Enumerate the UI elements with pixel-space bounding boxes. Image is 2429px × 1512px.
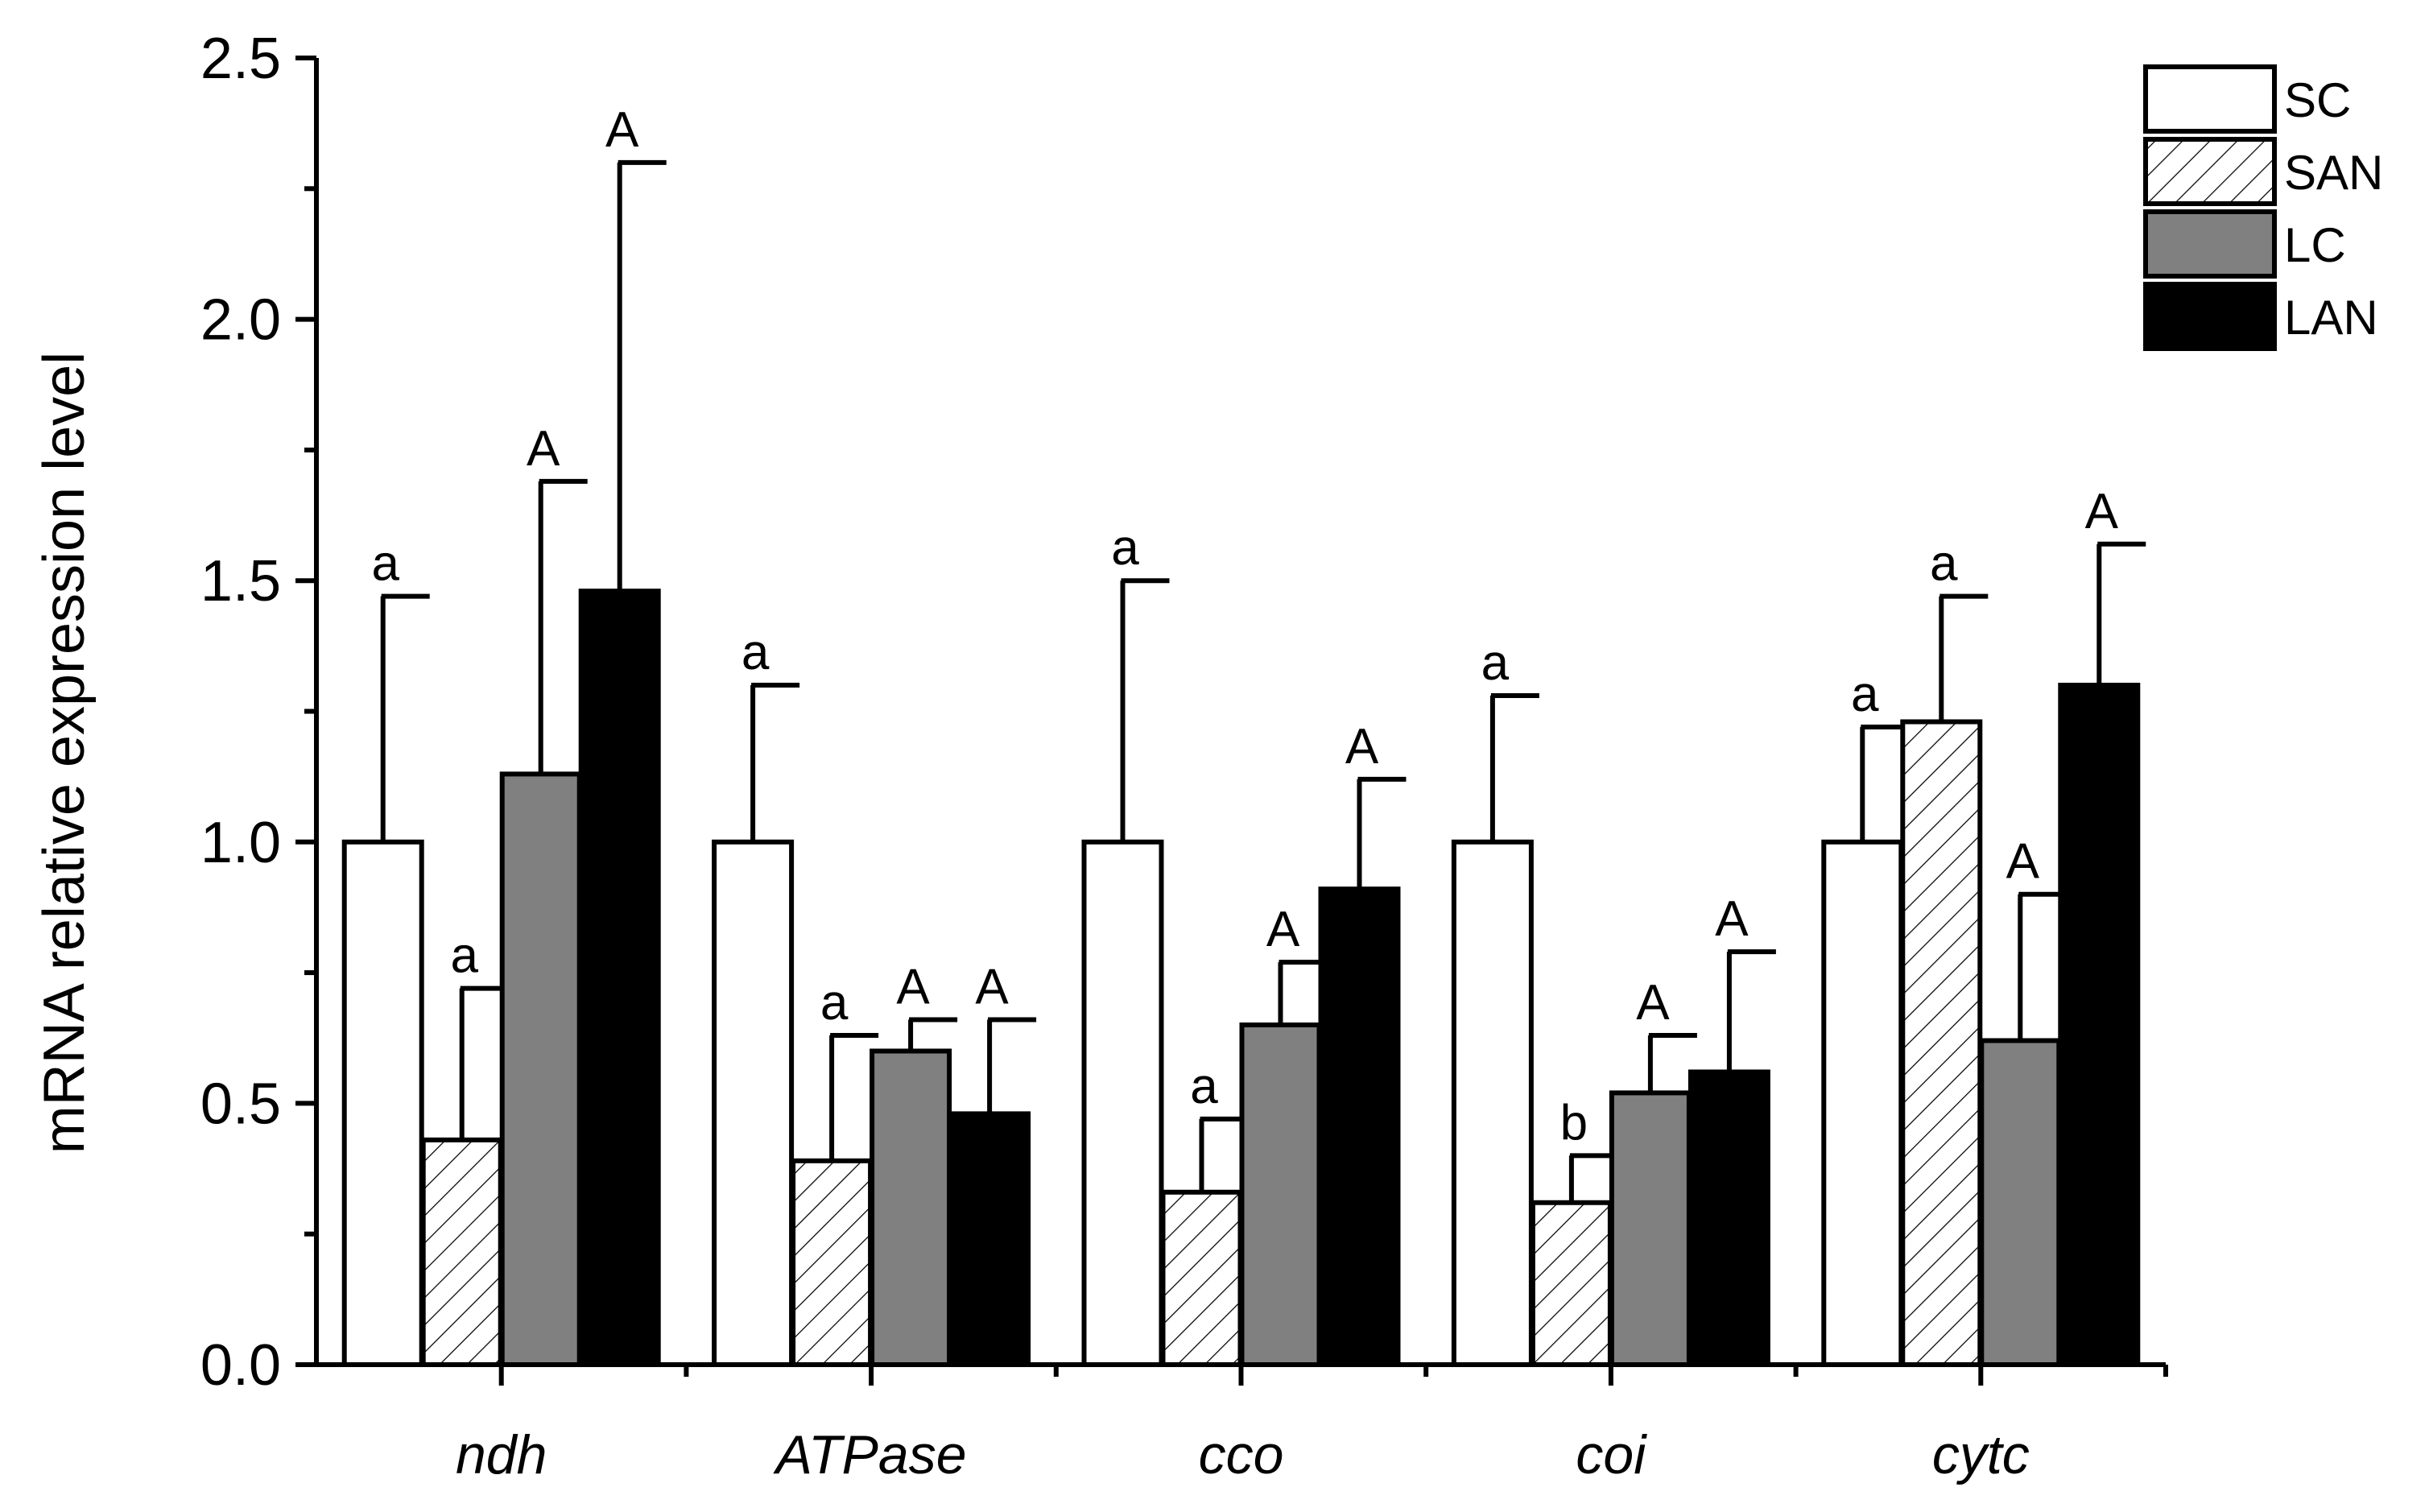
bar-lc-coi [1609,1090,1692,1368]
x-tick-label-ndh: ndh [456,1424,547,1485]
significance-label: A [896,960,930,1015]
legend-label-san: SAN [2284,146,2383,200]
bar-san-cytc [1900,719,1983,1367]
bar-lan-cytc [2058,683,2141,1367]
legend: SC SAN LC LAN [2143,64,2383,351]
bar-lc-cytc [1979,1038,2062,1367]
significance-label: a [742,625,770,680]
bar-lan-coi [1687,1069,1770,1367]
significance-label: A [527,421,560,477]
significance-label: a [371,536,399,592]
significance-label: b [1560,1095,1588,1151]
x-tick-label-cytc: cytc [1932,1424,2030,1485]
bar-sc-ndh [341,839,424,1368]
significance-label: A [1345,719,1379,775]
significance-label: A [1636,975,1670,1031]
significance-label: a [1851,667,1879,722]
bar-lc-ndh [499,771,582,1367]
bar-san-cco [1160,1189,1243,1368]
legend-swatch-lan [2143,282,2277,351]
legend-swatch-lc [2143,209,2277,279]
significance-label: A [605,102,639,158]
y-tick-label: 1.0 [200,811,281,875]
significance-label: a [1930,536,1958,592]
legend-label-sc: SC [2284,73,2351,127]
bar-sc-cytc [1821,839,1904,1368]
significance-label: a [1481,635,1510,691]
significance-label: a [450,928,478,984]
x-tick-label-cco: cco [1199,1424,1284,1485]
legend-swatch-san [2143,137,2277,206]
bar-lan-cco [1318,886,1401,1367]
significance-label: A [975,960,1009,1015]
bar-sc-ATPase [712,839,795,1368]
bar-san-ndh [420,1137,503,1367]
x-tick-label-ATPase: ATPase [773,1424,967,1485]
legend-swatch-sc [2143,64,2277,134]
bar-lc-cco [1239,1022,1322,1368]
y-tick-label: 1.5 [200,549,281,613]
significance-label: a [1190,1059,1218,1114]
y-tick-label: 0.0 [200,1333,281,1398]
significance-label: A [1715,891,1749,947]
y-axis-label: mRNA relative expression level [32,352,97,1154]
significance-label: A [2085,484,2119,539]
bar-san-ATPase [791,1158,874,1368]
bar-san-coi [1530,1200,1613,1368]
y-tick-label: 2.5 [200,27,281,91]
y-tick-label: 2.0 [200,288,281,353]
y-tick-label: 0.5 [200,1072,281,1136]
significance-label: a [820,975,849,1031]
x-tick-label-coi: coi [1576,1424,1647,1485]
significance-label: A [1266,902,1300,957]
bar-sc-coi [1451,839,1534,1368]
legend-label-lc: LC [2284,218,2346,272]
bar-lan-ndh [578,589,661,1367]
significance-label: A [2006,834,2040,890]
bar-lc-ATPase [870,1048,952,1367]
legend-label-lan: LAN [2284,291,2378,345]
bar-lan-ATPase [948,1111,1031,1368]
significance-label: a [1111,520,1139,576]
bar-sc-cco [1081,839,1164,1368]
